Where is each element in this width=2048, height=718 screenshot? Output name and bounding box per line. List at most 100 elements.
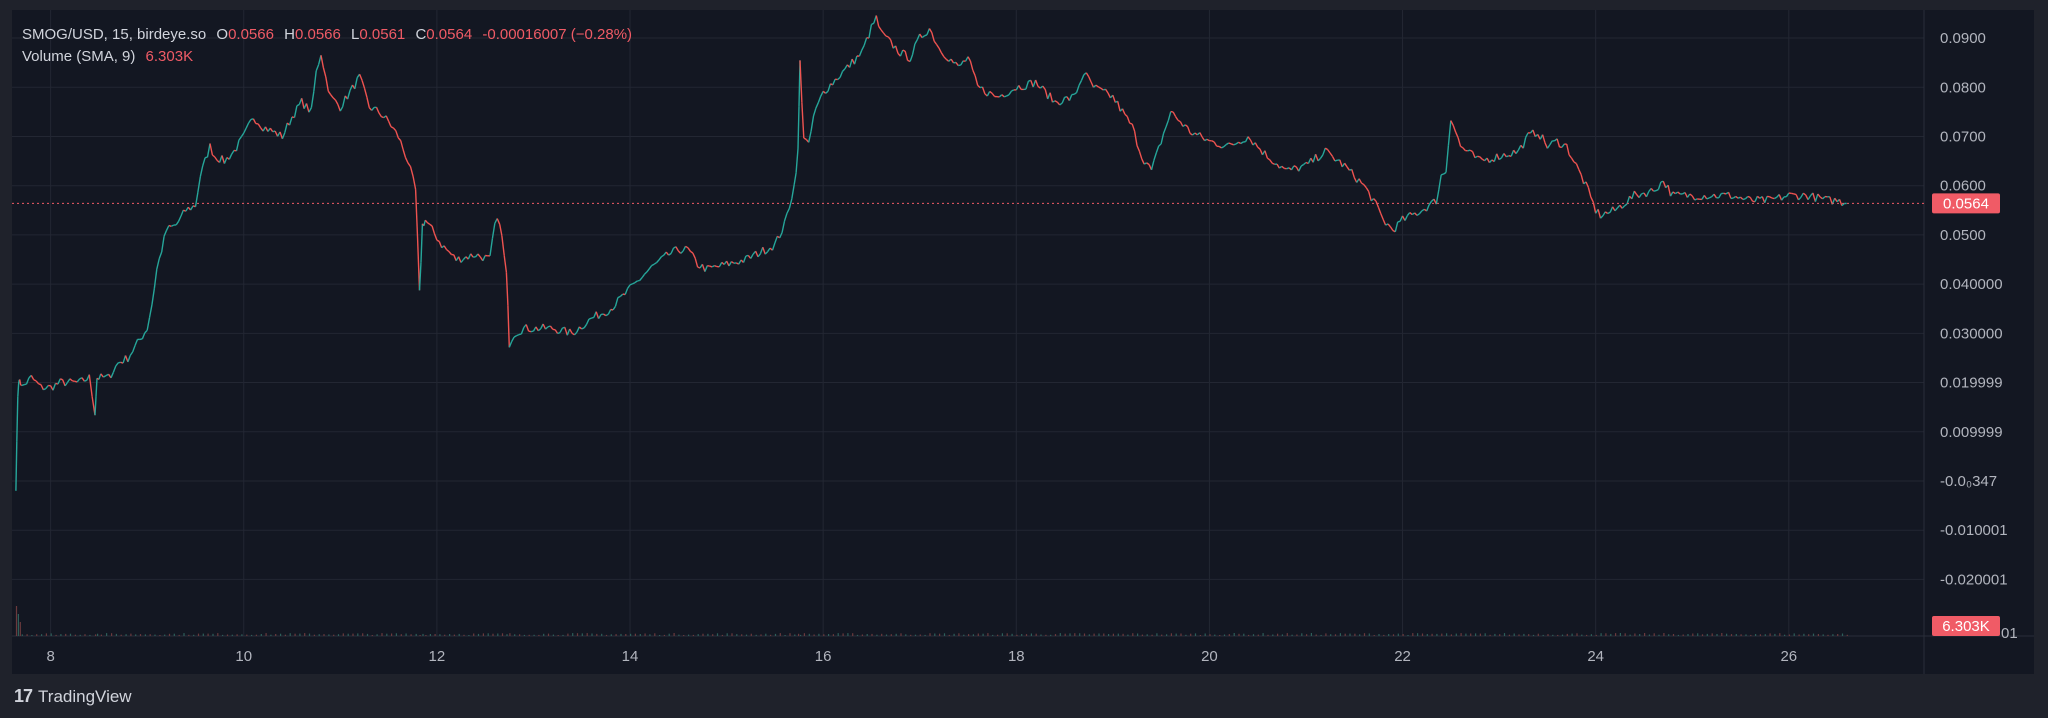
price-segment (240, 132, 245, 138)
symbol-title[interactable]: SMOG/USD, 15, birdeye.so (22, 26, 207, 43)
volume-bar (289, 633, 291, 636)
volume-bar (808, 633, 810, 636)
price-segment (661, 254, 665, 258)
price-segment (1781, 196, 1785, 201)
volume-bar (1368, 633, 1370, 636)
price-segment (354, 77, 358, 90)
price-segment (118, 361, 121, 364)
price-segment (1380, 213, 1384, 220)
price-segment (404, 157, 409, 164)
volume-bar (458, 633, 460, 636)
volume-label[interactable]: Volume (SMA, 9) (22, 48, 136, 65)
volume-bar (280, 633, 282, 636)
close-value: 0.0564 (426, 26, 473, 43)
price-segment (1532, 129, 1536, 137)
price-segment (1286, 167, 1290, 170)
price-segment (1399, 215, 1404, 222)
symbol-legend[interactable]: SMOG/USD, 15, birdeye.so O0.0566 H0.0566… (22, 26, 638, 43)
volume-bar (649, 634, 651, 636)
volume-bar (1378, 634, 1380, 636)
price-segment (139, 338, 143, 341)
price-segment (305, 103, 310, 113)
volume-bar (1677, 634, 1679, 636)
price-segment (189, 205, 194, 211)
price-segment (322, 67, 327, 78)
price-segment (1503, 153, 1507, 158)
volume-bar (615, 634, 617, 636)
price-segment (1049, 92, 1054, 103)
price-segment (1199, 132, 1203, 138)
price-segment (619, 293, 624, 297)
price-segment (1257, 146, 1261, 150)
volume-bar (31, 635, 33, 636)
price-axis[interactable]: 0.0900 0.0800 0.0700 0.0600 0.0500 0.040000 0.… (1940, 30, 2008, 588)
volume-bar (1716, 634, 1718, 636)
price-segment (981, 86, 986, 95)
volume-bar (765, 633, 767, 636)
price-segment (1457, 137, 1462, 147)
price-segment (926, 28, 931, 36)
price-segment (499, 224, 503, 237)
price-segment (1732, 195, 1737, 199)
volume-bar (1296, 634, 1298, 636)
volume-bar (487, 633, 489, 636)
volume-bar (1470, 633, 1472, 636)
price-segment (825, 90, 829, 94)
price-segment (1537, 134, 1541, 140)
time-axis[interactable]: 8 10 12 14 16 18 20 22 24 26 (46, 648, 1797, 665)
price-segment (397, 137, 402, 142)
price-segment (1358, 178, 1363, 184)
volume-bar (149, 634, 151, 636)
price-segment (1182, 124, 1186, 127)
price-segment (692, 252, 696, 259)
volume-bar (1354, 633, 1356, 636)
volume-bar (270, 634, 272, 636)
price-segment (1124, 113, 1128, 118)
volume-bar (347, 633, 349, 636)
volume-bar (1706, 633, 1708, 636)
price-segment (967, 56, 972, 62)
tradingview-logo-icon: 17 (14, 686, 33, 706)
price-segment (279, 131, 284, 140)
price-segment (1817, 193, 1821, 198)
price-segment (1167, 111, 1172, 121)
volume-bar (1745, 634, 1747, 636)
price-segment (938, 47, 943, 54)
price-segment (1742, 198, 1746, 201)
x-tick-label: 8 (46, 648, 54, 665)
price-segment (950, 58, 955, 64)
volume-bar (1808, 634, 1810, 636)
price-segment (511, 336, 515, 342)
tradingview-branding[interactable]: 17 TradingView (14, 686, 132, 707)
price-segment (1107, 92, 1112, 99)
volume-bar (1682, 634, 1684, 636)
volume-bar (832, 634, 834, 636)
volume-bar (543, 633, 545, 636)
volume-bar (1600, 633, 1602, 636)
x-tick-label: 20 (1201, 648, 1218, 665)
volume-bar (337, 634, 340, 636)
price-segment (1686, 193, 1691, 198)
price-segment (110, 372, 115, 379)
price-segment (366, 97, 370, 108)
volume-bar (154, 634, 156, 636)
volume-bar (605, 634, 608, 636)
price-segment (808, 130, 812, 143)
price-segment (1575, 163, 1580, 170)
volume-bar (1586, 634, 1588, 636)
volume-legend[interactable]: Volume (SMA, 9) 6.303K (22, 48, 199, 65)
volume-bar (1803, 633, 1805, 636)
price-segment (1136, 145, 1141, 152)
y-tick-label: 0.0500 (1940, 227, 1986, 244)
volume-bar (1103, 633, 1105, 636)
volume-bar (948, 634, 950, 636)
volume-bar (557, 635, 559, 636)
volume-bar (1301, 633, 1303, 636)
price-segment (612, 305, 617, 311)
volume-bar (1233, 633, 1235, 636)
volume-bar (1349, 633, 1351, 636)
volume-bar (519, 634, 521, 636)
grid (12, 10, 1924, 636)
price-segment (1030, 80, 1034, 88)
